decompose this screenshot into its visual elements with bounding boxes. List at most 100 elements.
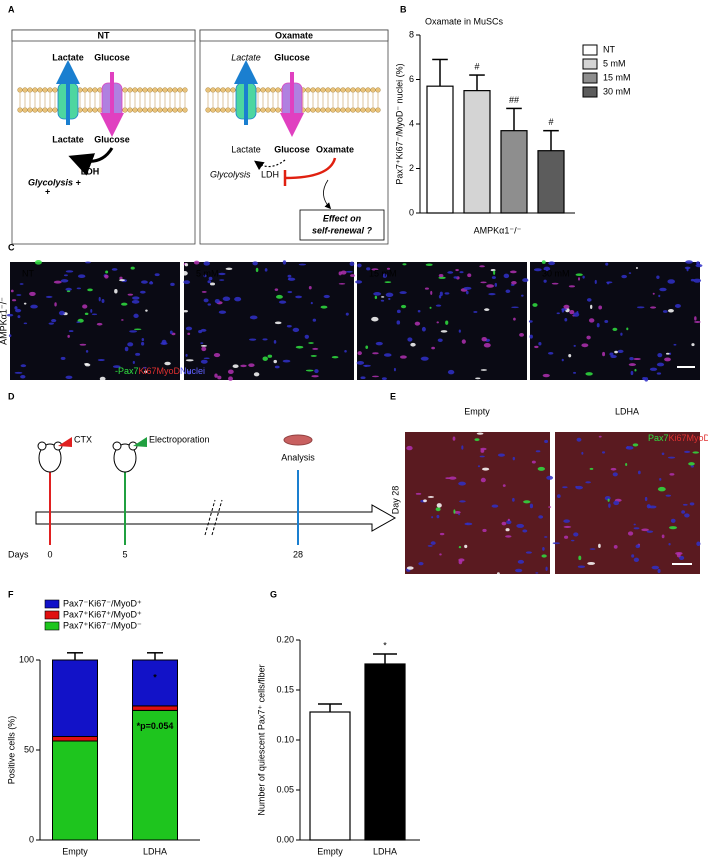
cell (183, 280, 191, 285)
lipid-head (210, 107, 216, 113)
cell (15, 308, 22, 313)
lipid-head (340, 107, 346, 113)
cell (20, 364, 27, 368)
cell (496, 572, 500, 576)
cell (228, 376, 233, 381)
panel-label: F (8, 589, 14, 599)
cell (606, 281, 613, 284)
cell (145, 309, 148, 312)
cell (381, 296, 385, 298)
cell (667, 456, 676, 459)
cell (363, 364, 371, 367)
cell (298, 263, 307, 266)
lipid-head (132, 107, 138, 113)
lipid-head (270, 107, 276, 113)
cell (51, 319, 57, 323)
lipid-head (365, 87, 371, 93)
cell (635, 544, 641, 549)
lipid-head (310, 107, 316, 113)
cell (288, 277, 291, 280)
lipid-head (152, 87, 158, 93)
cell (435, 507, 441, 512)
cell (429, 306, 432, 309)
cell (483, 342, 491, 348)
cell (531, 460, 536, 464)
cell (399, 355, 407, 359)
cell (646, 530, 654, 533)
cell (607, 498, 610, 502)
lipid-head (52, 107, 58, 113)
cell (371, 375, 380, 378)
cell (482, 467, 490, 471)
cell (132, 296, 140, 300)
cell (656, 362, 665, 367)
cell (217, 375, 222, 380)
lipid-head (122, 87, 128, 93)
cell (465, 290, 469, 295)
cell (121, 319, 124, 321)
cell (383, 353, 392, 357)
cell (273, 339, 277, 344)
cell (568, 285, 576, 288)
lipid-head (87, 107, 93, 113)
cell (534, 345, 539, 349)
lipid-head (52, 87, 58, 93)
stain-label: Nuclei (180, 366, 205, 376)
cell (463, 286, 472, 290)
cell (458, 481, 466, 486)
cell (124, 346, 129, 352)
bar (463, 90, 491, 214)
cell (139, 290, 146, 294)
cell (384, 281, 392, 284)
panel-label: E (390, 391, 396, 401)
y-tick-label: 0.20 (276, 634, 294, 644)
cell (385, 292, 394, 298)
cell (477, 465, 481, 468)
cell (505, 535, 512, 538)
cell (185, 326, 193, 331)
cell (673, 343, 677, 346)
lipid-head (375, 107, 381, 113)
cell (604, 319, 609, 323)
cell (375, 341, 383, 346)
cell (601, 451, 606, 454)
cell (682, 503, 688, 506)
cell (564, 535, 569, 539)
cell (625, 463, 628, 466)
cell (587, 561, 596, 565)
panel-box-header (11, 29, 196, 42)
inhibition (284, 157, 337, 180)
cell (218, 310, 227, 314)
cell (637, 470, 641, 475)
cell (8, 334, 12, 338)
y-tick-label: 100 (19, 654, 34, 664)
cell (438, 294, 442, 299)
cell (532, 303, 538, 307)
cell (458, 545, 462, 549)
cell (484, 308, 490, 311)
cell (187, 332, 191, 336)
cell (627, 531, 634, 536)
lipid-head (147, 87, 153, 93)
legend-label: 5 mM (603, 58, 626, 68)
cell (512, 456, 516, 461)
cell (503, 273, 510, 279)
cell (676, 553, 681, 558)
cell (628, 272, 632, 275)
cell (141, 341, 145, 346)
lipid-head (315, 87, 321, 93)
cell (207, 280, 212, 284)
lipid-head (360, 87, 366, 93)
lipid-head (370, 107, 376, 113)
cell (437, 338, 443, 342)
cell (589, 548, 596, 550)
cell (694, 320, 701, 323)
event-label: CTX (74, 434, 92, 444)
cell (488, 293, 496, 296)
box-header: NT (98, 30, 110, 40)
bar (309, 711, 351, 841)
cell (406, 566, 414, 570)
bar-segment (52, 740, 98, 841)
cell (594, 279, 597, 285)
cell (590, 304, 593, 309)
